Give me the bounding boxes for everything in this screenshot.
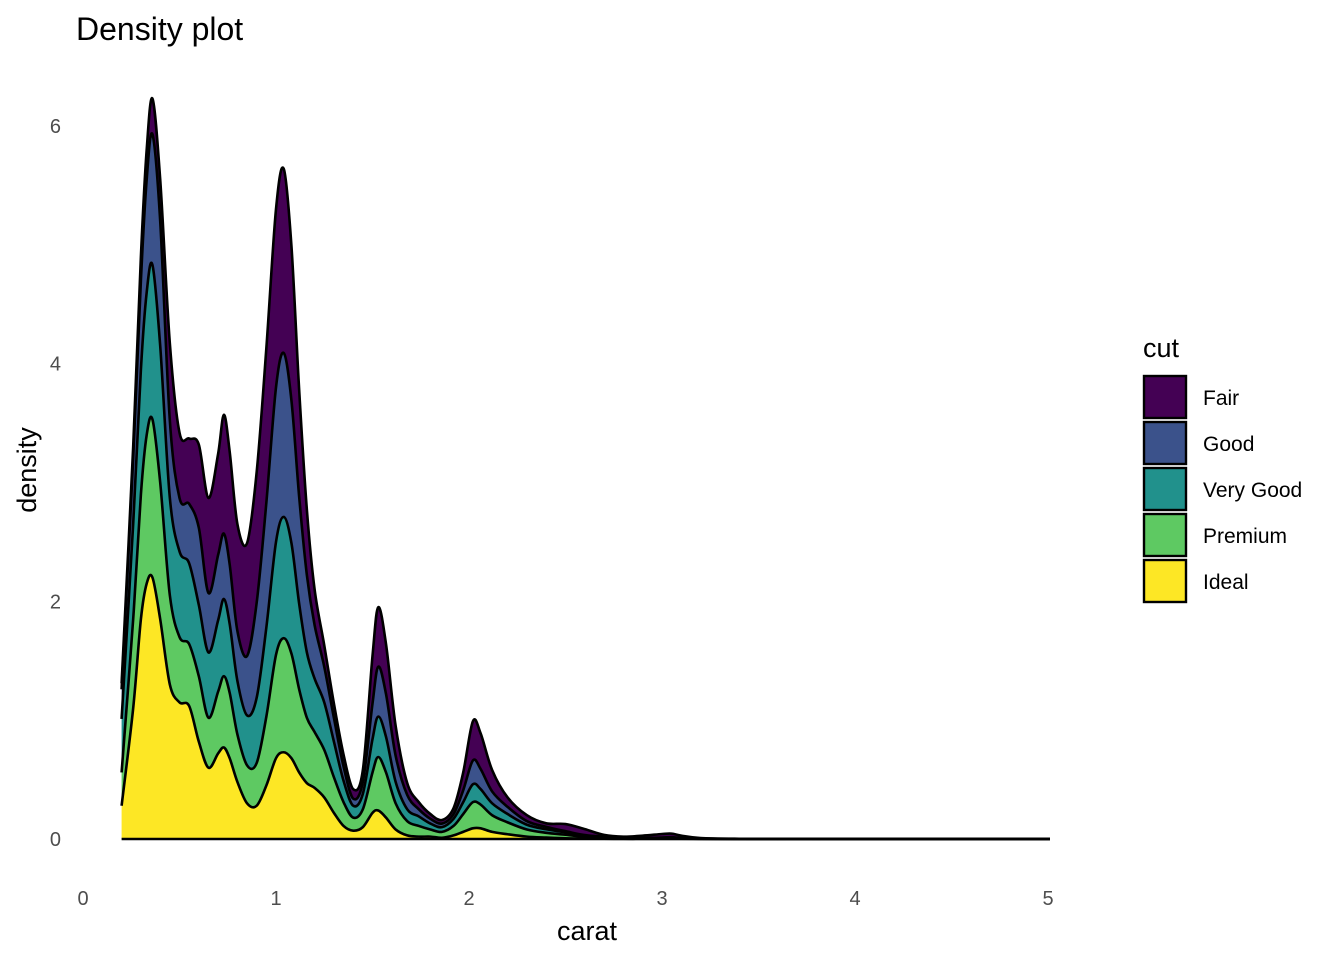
legend-label-very-good: Very Good: [1203, 479, 1302, 502]
y-axis-title: density: [12, 427, 42, 513]
legend: cut Fair Good Very Good Premium Ideal: [1142, 333, 1302, 604]
legend-key-ideal: [1142, 558, 1188, 604]
stacked-areas: [120, 97, 1050, 841]
legend-key-very-good: [1142, 466, 1188, 512]
legend-label-premium: Premium: [1203, 525, 1287, 548]
x-tick-label: 2: [463, 888, 474, 910]
y-tick-label: 6: [50, 116, 61, 138]
chart-title: Density plot: [76, 11, 243, 47]
legend-label-ideal: Ideal: [1203, 571, 1249, 594]
x-tick-label: 0: [77, 888, 88, 910]
x-tick-label: 5: [1042, 888, 1053, 910]
outline-fair: [120, 97, 1050, 841]
legend-key-fair: [1142, 374, 1188, 420]
area-ideal: [121, 574, 1050, 840]
x-axis-ticks: 0 1 2 3 4 5: [77, 888, 1053, 910]
x-tick-label: 1: [270, 888, 281, 910]
x-tick-label: 4: [849, 888, 860, 910]
legend-title: cut: [1143, 333, 1180, 363]
x-axis-title: carat: [557, 916, 618, 946]
legend-label-good: Good: [1203, 433, 1254, 456]
legend-key-premium: [1142, 512, 1188, 558]
y-axis-ticks: 0 2 4 6: [50, 116, 61, 851]
x-tick-label: 3: [656, 888, 667, 910]
legend-key-good: [1142, 420, 1188, 466]
y-tick-label: 2: [50, 591, 61, 613]
legend-label-fair: Fair: [1203, 387, 1239, 410]
y-tick-label: 0: [50, 829, 61, 851]
y-tick-label: 4: [50, 354, 61, 376]
